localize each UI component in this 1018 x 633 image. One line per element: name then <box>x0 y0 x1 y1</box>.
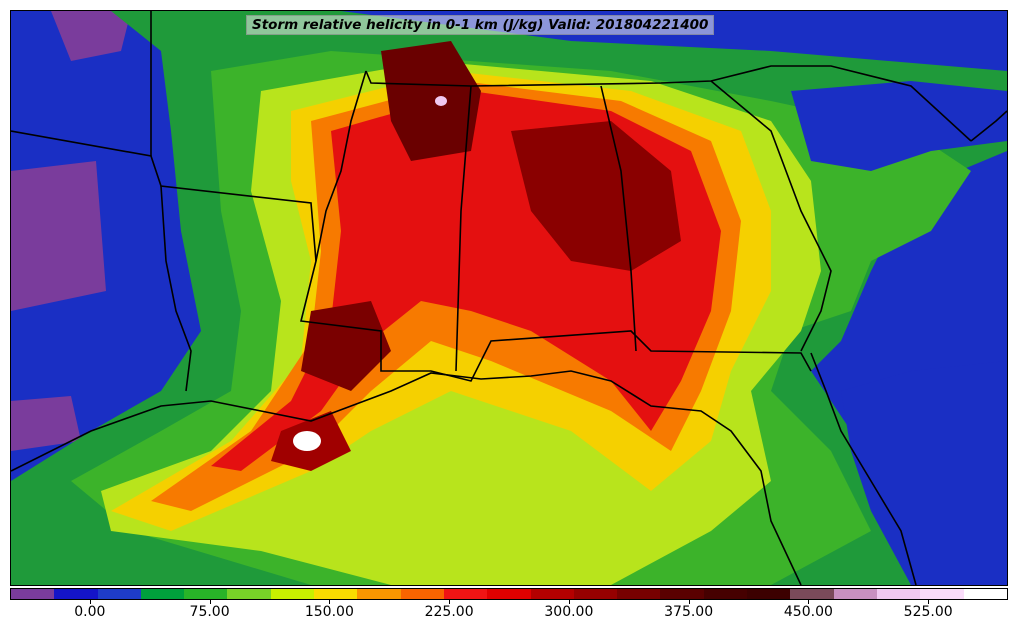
colorbar-tick-label: 150.00 <box>304 604 354 620</box>
helicity-field-map <box>11 11 1007 585</box>
colorbar-segment <box>876 589 921 599</box>
colorbar-segment <box>617 589 661 599</box>
colorbar-tick-label: 0.00 <box>74 604 106 620</box>
colorbar-segment <box>270 589 315 599</box>
colorbar-tick-label: 375.00 <box>664 604 714 620</box>
colorbar-segment <box>54 589 98 599</box>
colorbar-tick-label: 300.00 <box>544 604 594 620</box>
colorbar <box>10 588 1008 600</box>
state-boundary-georgia-carolina <box>710 80 832 352</box>
map-title: Storm relative helicity in 0-1 km (J/kg)… <box>246 15 715 35</box>
colorbar-tick-mark <box>688 600 690 604</box>
colorbar-segment <box>314 589 358 599</box>
colorbar-segment <box>227 589 271 599</box>
atlantic-coast-north <box>970 110 1007 142</box>
colorbar-segment <box>357 589 401 599</box>
colorbar-segment <box>140 589 185 599</box>
colorbar-segment <box>443 589 488 599</box>
colorbar-segment <box>11 589 55 599</box>
field-darkred-alabama-core <box>511 121 681 271</box>
field-pink-spot <box>435 96 447 106</box>
colorbar-segment <box>487 589 531 599</box>
map-plot-area <box>10 10 1008 586</box>
state-boundary-south <box>11 130 812 382</box>
colorbar-tick-label: 225.00 <box>424 604 474 620</box>
colorbar-tick-mark <box>89 600 91 604</box>
colorbar-segment <box>184 589 228 599</box>
colorbar-segment <box>747 589 791 599</box>
field-white-spot <box>293 431 321 451</box>
state-boundary-texas-louisiana <box>160 185 192 392</box>
field-low-atlantic <box>841 361 1007 585</box>
colorbar-tick-label: 450.00 <box>783 604 833 620</box>
colorbar-tick-mark <box>568 600 570 604</box>
florida-east-coast <box>810 352 917 585</box>
colorbar-segment <box>400 589 444 599</box>
colorbar-tick-mark <box>209 600 211 604</box>
colorbar-segment <box>790 589 834 599</box>
colorbar-segment <box>573 589 618 599</box>
colorbar-segment <box>833 589 877 599</box>
field-negative-gulf-west <box>11 396 81 451</box>
field-negative-north <box>51 11 131 61</box>
colorbar-tick-mark <box>449 600 451 604</box>
colorbar-tick-mark <box>329 600 331 604</box>
colorbar-segment <box>530 589 574 599</box>
river-mississippi <box>315 70 367 262</box>
colorbar-segment <box>920 589 964 599</box>
colorbar-tick-label: 525.00 <box>903 604 953 620</box>
colorbar-tick-mark <box>928 600 930 604</box>
gulf-coastline <box>11 370 802 585</box>
state-boundary-miss-alabama <box>455 85 472 372</box>
colorbar-tick-label: 75.00 <box>189 604 230 620</box>
colorbar-segment <box>703 589 748 599</box>
field-low-northeast <box>791 81 1007 171</box>
colorbar-ticks: 0.00 75.00 150.00 225.00 300.00 375.00 450.00 5… <box>10 600 1008 630</box>
colorbar-segment <box>660 589 704 599</box>
field-negative-west <box>11 161 106 311</box>
boundary-lines <box>11 11 1007 585</box>
colorbar-segment <box>963 589 1007 599</box>
colorbar-segment <box>97 589 141 599</box>
field-darkred-north-core <box>381 41 481 161</box>
colorbar-tick-mark <box>808 600 810 604</box>
state-boundary-alabama-georgia <box>600 85 637 352</box>
